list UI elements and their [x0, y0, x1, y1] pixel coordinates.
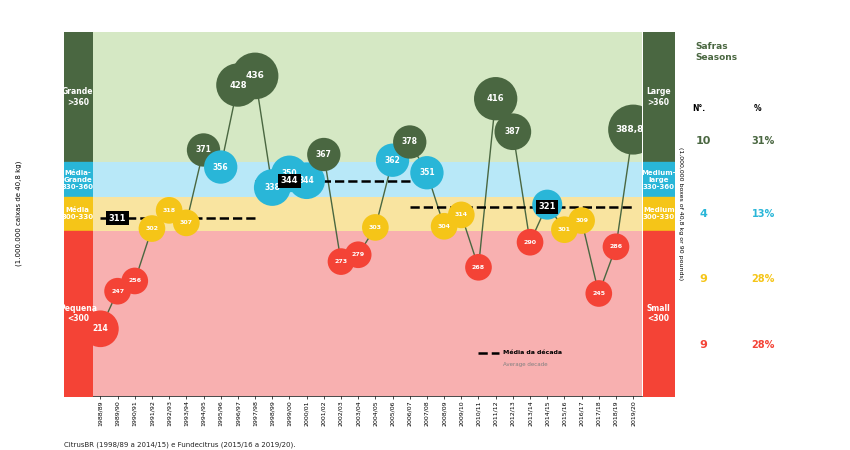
- Point: [283, 170, 297, 177]
- Text: 416: 416: [487, 94, 505, 103]
- Point: [609, 243, 623, 250]
- Text: Large
>360: Large >360: [647, 87, 671, 107]
- Point: [541, 201, 554, 208]
- Point: [110, 288, 124, 295]
- Point: [386, 157, 400, 164]
- Text: 273: 273: [334, 259, 348, 264]
- Text: CitrusBR (1998/89 a 2014/15) e Fundecitrus (2015/16 a 2019/20).: CitrusBR (1998/89 a 2014/15) e Fundecitr…: [64, 441, 295, 448]
- Text: Medium
300-330: Medium 300-330: [643, 207, 675, 220]
- Point: [489, 95, 502, 102]
- Point: [351, 251, 365, 258]
- Point: [437, 223, 451, 230]
- Text: %: %: [754, 104, 762, 113]
- Text: 344: 344: [280, 176, 298, 185]
- Text: 378: 378: [402, 138, 417, 147]
- Point: [455, 212, 468, 219]
- Point: [626, 126, 640, 133]
- Point: [179, 219, 193, 226]
- Text: Safras
Seasons: Safras Seasons: [696, 42, 738, 62]
- Text: 245: 245: [592, 291, 605, 296]
- Point: [94, 325, 107, 333]
- Text: Small
<300: Small <300: [647, 304, 671, 323]
- Text: Média da década: Média da década: [502, 350, 562, 355]
- Text: 318: 318: [162, 208, 176, 213]
- Point: [231, 81, 245, 89]
- Point: [196, 146, 210, 153]
- Text: 351: 351: [419, 168, 434, 177]
- Text: (1,000,000 boxes of 40,8 kg or 90 pounds): (1,000,000 boxes of 40,8 kg or 90 pounds…: [677, 147, 683, 280]
- Bar: [92, 231, 642, 396]
- Text: 367: 367: [316, 150, 332, 159]
- Text: 344: 344: [298, 176, 314, 185]
- Text: Medium-
large
330-360: Medium- large 330-360: [642, 170, 676, 189]
- Point: [214, 163, 228, 171]
- Point: [506, 128, 519, 135]
- Text: (1.000.000 caixas de 40,8 kg): (1.000.000 caixas de 40,8 kg): [15, 161, 22, 266]
- Point: [317, 151, 331, 158]
- Point: [472, 264, 485, 271]
- Text: 13%: 13%: [751, 209, 774, 219]
- Text: 321: 321: [539, 202, 556, 211]
- Point: [334, 258, 348, 265]
- Point: [162, 207, 176, 214]
- Text: 279: 279: [352, 252, 365, 257]
- Text: 371: 371: [196, 145, 212, 154]
- Text: 31%: 31%: [751, 136, 774, 146]
- Text: 302: 302: [145, 226, 158, 231]
- Text: 10: 10: [696, 136, 711, 146]
- Text: 304: 304: [438, 224, 450, 229]
- Text: 214: 214: [93, 324, 108, 333]
- Bar: [92, 162, 642, 197]
- Point: [592, 290, 605, 297]
- Text: 314: 314: [455, 212, 468, 217]
- Text: Average decade: Average decade: [502, 362, 547, 367]
- Text: 387: 387: [505, 127, 521, 136]
- Point: [575, 217, 588, 224]
- Text: 9: 9: [700, 340, 707, 350]
- Point: [300, 177, 314, 184]
- Point: [403, 139, 416, 146]
- Text: 388,89: 388,89: [615, 125, 650, 134]
- Text: 323: 323: [540, 200, 555, 209]
- Bar: [92, 197, 642, 231]
- Point: [265, 184, 279, 191]
- Text: 307: 307: [180, 220, 193, 225]
- Point: [248, 72, 262, 80]
- Text: 4: 4: [700, 209, 707, 219]
- Point: [128, 277, 142, 284]
- Point: [558, 226, 571, 233]
- Text: 309: 309: [575, 218, 588, 223]
- Point: [420, 169, 434, 176]
- Text: 9: 9: [700, 274, 707, 284]
- Text: 247: 247: [111, 289, 124, 294]
- Text: Grande
>360: Grande >360: [62, 87, 94, 107]
- Text: 311: 311: [109, 214, 127, 223]
- Text: 301: 301: [558, 227, 571, 232]
- Text: 362: 362: [385, 156, 400, 165]
- Text: 436: 436: [246, 72, 264, 81]
- Text: 256: 256: [128, 279, 141, 284]
- Text: N°.: N°.: [693, 104, 706, 113]
- Text: 28%: 28%: [751, 340, 775, 350]
- Point: [145, 225, 159, 232]
- Text: Média-
Grande
330-360: Média- Grande 330-360: [62, 170, 94, 189]
- Text: 428: 428: [230, 81, 246, 90]
- Text: 268: 268: [472, 265, 485, 270]
- Text: Média
300-330: Média 300-330: [62, 207, 94, 220]
- Text: 303: 303: [369, 225, 382, 230]
- Point: [369, 224, 382, 231]
- Text: Pequena
<300: Pequena <300: [59, 304, 97, 323]
- Text: 286: 286: [609, 244, 622, 249]
- Text: 338: 338: [264, 183, 281, 192]
- Text: 350: 350: [281, 169, 298, 178]
- Text: 28%: 28%: [751, 274, 775, 284]
- Point: [524, 238, 537, 246]
- Text: 290: 290: [524, 240, 536, 245]
- Bar: [92, 32, 642, 162]
- Text: 356: 356: [212, 162, 229, 171]
